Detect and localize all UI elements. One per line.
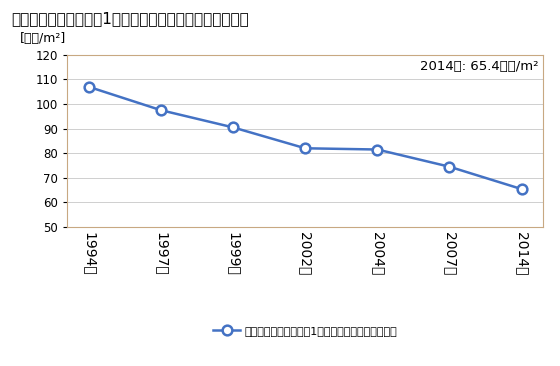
Line: 各種商品小売業の店血1平米当たり年間商品販売額: 各種商品小売業の店血1平米当たり年間商品販売額 xyxy=(84,82,526,194)
各種商品小売業の店血1平米当たり年間商品販売額 xyxy=(374,147,381,152)
各種商品小売業の店血1平米当たり年間商品販売額 xyxy=(230,125,236,130)
Legend: 各種商品小売業の店血1平米当たり年間商品販売額: 各種商品小売業の店血1平米当たり年間商品販売額 xyxy=(208,322,402,341)
Text: 2014年: 65.4万円/m²: 2014年: 65.4万円/m² xyxy=(420,60,538,73)
各種商品小売業の店血1平米当たり年間商品販売額 xyxy=(446,165,453,169)
各種商品小売業の店血1平米当たり年間商品販売額 xyxy=(518,187,525,191)
各種商品小売業の店血1平米当たり年間商品販売額 xyxy=(302,146,309,150)
各種商品小売業の店血1平米当たり年間商品販売額 xyxy=(157,108,164,112)
Text: [万円/m²]: [万円/m²] xyxy=(20,31,66,45)
各種商品小売業の店血1平米当たり年間商品販売額 xyxy=(86,85,92,89)
Text: 各種商品小売業の店舗1平米当たり年間商品販売額の推移: 各種商品小売業の店舗1平米当たり年間商品販売額の推移 xyxy=(11,11,249,26)
